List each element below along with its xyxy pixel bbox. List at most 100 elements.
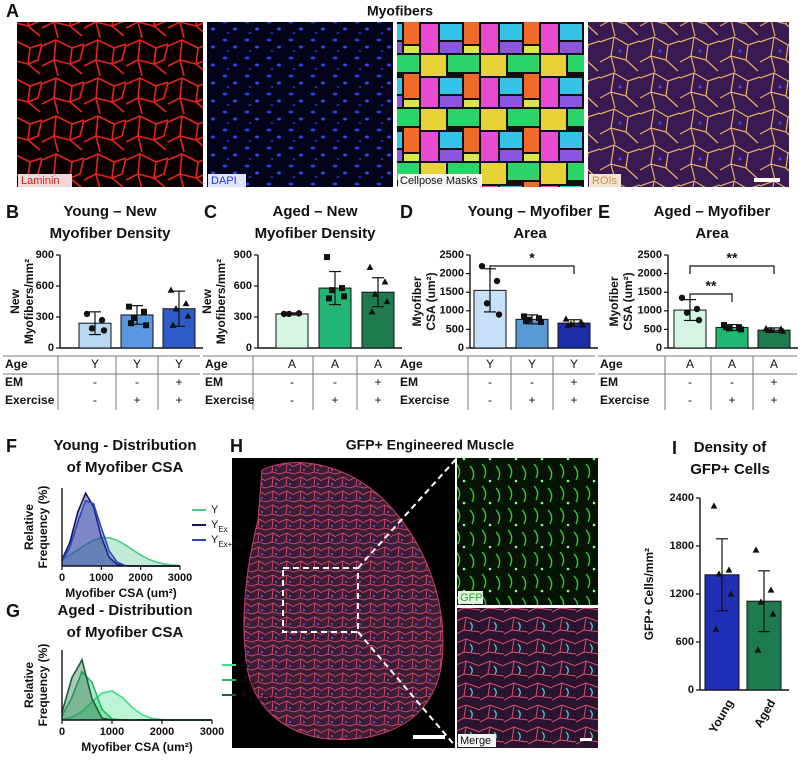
significance-bracket <box>689 265 775 274</box>
table-cell: + <box>770 375 777 389</box>
legend-subscript: Ex+EM <box>218 540 244 549</box>
chart-title: GFP+ Cells <box>690 461 770 478</box>
legend-name: Y <box>211 519 219 531</box>
table-cell: + <box>770 393 777 407</box>
chart-title: of Myofiber CSA <box>67 459 184 476</box>
data-point <box>98 316 106 324</box>
table-cell: - <box>135 375 139 389</box>
error-bar <box>716 538 728 612</box>
panel-title: Myofibers <box>367 3 433 19</box>
data-point <box>521 313 527 320</box>
legend-name: A <box>241 659 249 671</box>
y-tick-label: 0 <box>458 342 464 354</box>
chart-title: Aged – New <box>272 203 357 220</box>
significance-label: * <box>529 250 535 266</box>
panel-letter: H <box>230 436 243 456</box>
caption-box <box>398 174 482 187</box>
data-point <box>371 290 379 297</box>
y-axis-label: Frequency (%) <box>36 486 50 569</box>
data-point <box>182 299 190 307</box>
data-point <box>715 570 723 577</box>
panel-h: H GFP+ Engineered Muscle GFP Merge <box>230 436 598 749</box>
chart-title: Young – New <box>63 203 156 220</box>
data-point <box>295 310 303 317</box>
panel-letter: F <box>6 436 17 456</box>
y-tick-label: 2500 <box>638 249 662 261</box>
data-point <box>483 300 491 307</box>
tissue-section <box>243 462 444 740</box>
data-point <box>169 321 177 328</box>
data-point <box>184 312 192 319</box>
chart-title: Density of <box>694 439 768 456</box>
scale-bar <box>413 735 445 739</box>
x-tick-label: 2000 <box>128 572 152 584</box>
data-point <box>366 263 374 270</box>
y-axis-label: CSA (um²) <box>424 272 438 330</box>
table-cell: - <box>93 393 97 407</box>
table-cell: + <box>175 393 182 407</box>
table-row-label: EM <box>600 375 618 389</box>
table-cell: + <box>570 375 577 389</box>
data-point <box>683 309 691 316</box>
table-cell: Y <box>91 357 99 371</box>
significance-label: ** <box>727 250 738 266</box>
table-row-label: EM <box>400 375 418 389</box>
data-point <box>383 297 391 305</box>
table-cell: A <box>374 357 382 371</box>
legend-label: AEx+EM <box>241 689 275 704</box>
x-tick-label: 2000 <box>150 726 174 738</box>
y-tick-label: 1000 <box>440 305 464 317</box>
x-tick-label: Aged <box>751 697 778 730</box>
zoom-line <box>357 631 458 749</box>
error-bar <box>758 570 770 633</box>
table-cell: + <box>175 375 182 389</box>
chart-title: Young - Distribution <box>53 437 196 454</box>
table-row-label: Age <box>205 357 228 371</box>
significance-bracket <box>689 293 733 302</box>
table-cell: + <box>528 393 535 407</box>
table-row-label: Age <box>400 357 423 371</box>
data-point <box>88 325 96 332</box>
table-cell: + <box>331 393 338 407</box>
legend-subscript: Ex+EM <box>248 695 274 704</box>
data-point <box>172 305 180 312</box>
data-point <box>339 285 345 292</box>
table-cell: A <box>770 357 778 371</box>
significance-bracket <box>489 265 575 274</box>
data-point <box>754 646 762 653</box>
table-cell: - <box>488 393 492 407</box>
caption-box <box>458 734 496 747</box>
y-axis-label: Relative <box>22 504 36 550</box>
y-tick-label: 2500 <box>440 249 464 261</box>
y-tick-label: 2000 <box>440 268 464 280</box>
x-tick-label: 3000 <box>168 572 192 584</box>
panel-2: D Young – Myofiber Area 0 500 1000 1500 2000 250… <box>398 202 598 410</box>
data-point <box>83 310 91 318</box>
data-point <box>562 315 570 322</box>
data-point <box>738 326 744 333</box>
legend-label: Y <box>211 504 219 516</box>
data-point <box>341 293 347 300</box>
legend-label: YEx+EM <box>211 534 245 549</box>
table-cell: - <box>488 375 492 389</box>
data-point <box>769 610 777 617</box>
error-bar <box>372 277 384 308</box>
y-axis-label: Myofiber <box>410 276 424 326</box>
panel-3: E Aged – Myofiber Area 0 500 1000 1500 2000 2500… <box>598 202 798 410</box>
data-point <box>326 295 332 302</box>
area-fill <box>62 537 180 566</box>
table-cell: - <box>730 375 734 389</box>
data-point <box>280 310 288 318</box>
data-point <box>564 322 572 329</box>
image-caption: Merge <box>460 735 491 747</box>
data-point <box>538 318 544 325</box>
table-cell: A <box>288 357 296 371</box>
data-point <box>285 310 293 318</box>
y-tick-label: 300 <box>234 311 252 323</box>
y-tick-label: 2000 <box>638 268 662 280</box>
table-cell: Y <box>133 357 141 371</box>
chart-title: Area <box>513 225 547 242</box>
legend-subscript: Ex <box>248 680 257 689</box>
zoom-box <box>282 567 359 633</box>
